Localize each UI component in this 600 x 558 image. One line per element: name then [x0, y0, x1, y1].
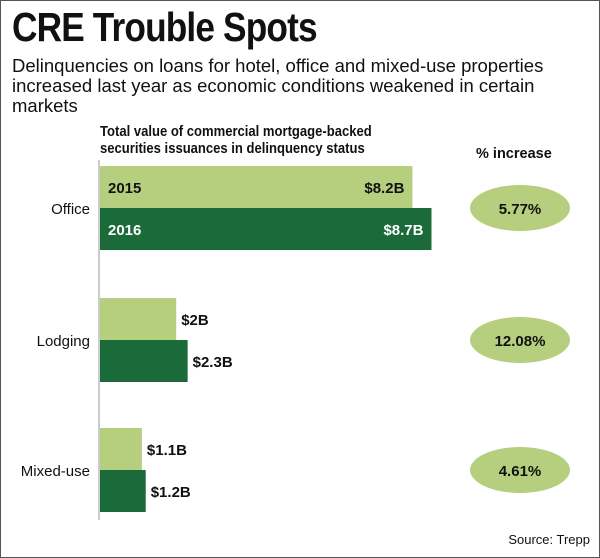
- percent-increase-header: % increase: [476, 146, 552, 162]
- bar-lodging-2016: [100, 340, 188, 382]
- value-label-office-2015: $8.2B: [364, 180, 404, 197]
- category-label-lodging: Lodging: [37, 333, 90, 350]
- source-note: Source: Trepp: [508, 532, 590, 547]
- percent-label-mixed-use: 4.61%: [499, 463, 542, 480]
- bar-mixed-use-2016: [100, 470, 146, 512]
- axis-caption: Total value of commercial mortgage-backe…: [100, 124, 372, 158]
- category-label-office: Office: [51, 201, 90, 218]
- chart-subtitle: Delinquencies on loans for hotel, office…: [12, 55, 544, 116]
- value-label-lodging-2015: $2B: [181, 312, 209, 329]
- axis-caption-line-2: securities issuances in delinquency stat…: [100, 141, 365, 157]
- percent-label-lodging: 12.08%: [495, 333, 546, 350]
- bar-mixed-use-2015: [100, 428, 142, 470]
- value-label-office-2016: $8.7B: [383, 222, 423, 239]
- chart-title: CRE Trouble Spots: [12, 4, 318, 50]
- percent-label-office: 5.77%: [499, 201, 542, 218]
- bar-office-2015: [100, 166, 413, 208]
- value-label-mixed-use-2015: $1.1B: [147, 442, 187, 459]
- category-label-mixed-use: Mixed-use: [21, 463, 90, 480]
- bar-office-2016: [100, 208, 432, 250]
- percent-oval-office: [470, 185, 570, 231]
- bar-lodging-2015: [100, 298, 177, 340]
- value-label-mixed-use-2016: $1.2B: [151, 484, 191, 501]
- series-label-2015: 2015: [108, 180, 141, 197]
- percent-oval-mixed-use: [470, 447, 570, 493]
- value-label-lodging-2016: $2.3B: [193, 354, 233, 371]
- series-label-2016: 2016: [108, 222, 141, 239]
- axis-caption-line-1: Total value of commercial mortgage-backe…: [100, 124, 372, 140]
- percent-oval-lodging: [470, 317, 570, 363]
